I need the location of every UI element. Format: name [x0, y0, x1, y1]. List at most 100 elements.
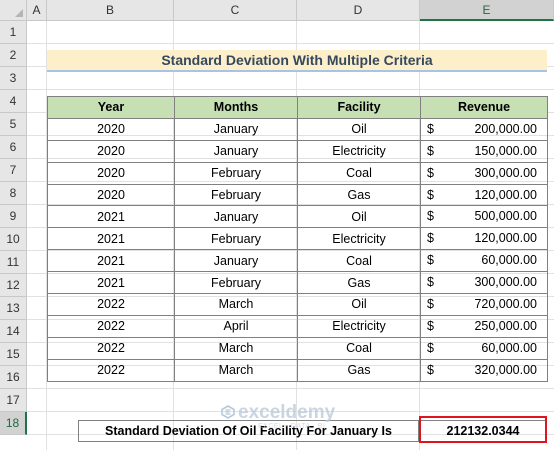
header-months[interactable]: Months	[174, 96, 298, 119]
sheet-title[interactable]: Standard Deviation With Multiple Criteri…	[47, 50, 547, 72]
row-header-17[interactable]: 17	[0, 389, 27, 412]
cell-month[interactable]: March	[174, 293, 298, 316]
row-header-3[interactable]: 3	[0, 67, 27, 90]
cell-month[interactable]: February	[174, 183, 298, 207]
row-header-5[interactable]: 5	[0, 113, 27, 136]
cell-facility[interactable]: Electricity	[297, 139, 421, 163]
column-header-b[interactable]: B	[47, 0, 174, 21]
cell-facility[interactable]: Gas	[297, 358, 421, 382]
table-row: 2021 January Oil $500,000.00	[47, 205, 548, 229]
table-row: 2022 March Coal $60,000.00	[47, 336, 548, 360]
row-header-18[interactable]: 18	[0, 412, 27, 435]
currency-symbol: $	[427, 209, 434, 224]
row-header-16[interactable]: 16	[0, 366, 27, 389]
cell-month[interactable]: January	[174, 139, 298, 163]
row-header-4[interactable]: 4	[0, 90, 27, 113]
cell-revenue[interactable]: $120,000.00	[420, 227, 548, 251]
gridline-row	[27, 43, 554, 44]
header-revenue[interactable]: Revenue	[420, 96, 548, 119]
cell-facility[interactable]: Coal	[297, 336, 421, 360]
gridline-column	[46, 21, 47, 450]
cell-year[interactable]: 2021	[47, 227, 175, 251]
header-facility[interactable]: Facility	[297, 96, 421, 119]
row-header-15[interactable]: 15	[0, 343, 27, 366]
cell-year[interactable]: 2022	[47, 293, 175, 316]
table-row: 2021 February Gas $300,000.00	[47, 271, 548, 295]
cell-month[interactable]: February	[174, 161, 298, 185]
cell-month[interactable]: April	[174, 314, 298, 338]
cell-month[interactable]: February	[174, 271, 298, 295]
cell-facility[interactable]: Gas	[297, 271, 421, 295]
cell-month[interactable]: January	[174, 249, 298, 273]
exceldemy-logo-icon	[221, 405, 235, 419]
currency-symbol: $	[427, 253, 434, 268]
cell-year[interactable]: 2021	[47, 271, 175, 295]
cell-facility[interactable]: Oil	[297, 205, 421, 229]
cell-facility[interactable]: Oil	[297, 117, 421, 141]
gridline-row	[27, 411, 554, 412]
cell-month[interactable]: March	[174, 358, 298, 382]
cell-year[interactable]: 2020	[47, 183, 175, 207]
cell-year[interactable]: 2021	[47, 249, 175, 273]
currency-symbol: $	[427, 187, 434, 202]
row-header-12[interactable]: 12	[0, 274, 27, 297]
cell-revenue[interactable]: $150,000.00	[420, 139, 548, 163]
header-year[interactable]: Year	[47, 96, 175, 119]
cell-revenue[interactable]: $250,000.00	[420, 314, 548, 338]
cell-revenue[interactable]: $300,000.00	[420, 161, 548, 185]
revenue-amount: 300,000.00	[474, 165, 537, 180]
column-header-a[interactable]: A	[27, 0, 47, 21]
row-header-1[interactable]: 1	[0, 21, 27, 44]
cell-year[interactable]: 2022	[47, 358, 175, 382]
cell-facility[interactable]: Gas	[297, 183, 421, 207]
cell-month[interactable]: January	[174, 117, 298, 141]
row-header-7[interactable]: 7	[0, 159, 27, 182]
column-header-d[interactable]: D	[297, 0, 420, 21]
cell-year[interactable]: 2020	[47, 139, 175, 163]
cell-year[interactable]: 2020	[47, 117, 175, 141]
table-row: 2020 February Gas $120,000.00	[47, 183, 548, 207]
cell-month[interactable]: January	[174, 205, 298, 229]
row-header-2[interactable]: 2	[0, 44, 27, 67]
currency-symbol: $	[427, 165, 434, 180]
currency-symbol: $	[427, 297, 434, 312]
row-header-11[interactable]: 11	[0, 251, 27, 274]
revenue-amount: 200,000.00	[474, 121, 537, 136]
result-label-cell[interactable]: Standard Deviation Of Oil Facility For J…	[78, 420, 419, 442]
revenue-wrapper: $300,000.00	[421, 163, 547, 184]
cell-revenue[interactable]: $200,000.00	[420, 117, 548, 141]
row-header-10[interactable]: 10	[0, 228, 27, 251]
row-header-8[interactable]: 8	[0, 182, 27, 205]
cell-revenue[interactable]: $60,000.00	[420, 249, 548, 273]
cell-facility[interactable]: Electricity	[297, 314, 421, 338]
table-row: 2020 January Oil $200,000.00	[47, 117, 548, 141]
row-header-14[interactable]: 14	[0, 320, 27, 343]
cell-month[interactable]: March	[174, 336, 298, 360]
cell-facility[interactable]: Oil	[297, 293, 421, 316]
cell-year[interactable]: 2022	[47, 336, 175, 360]
row-header-13[interactable]: 13	[0, 297, 27, 320]
cell-revenue[interactable]: $320,000.00	[420, 358, 548, 382]
cell-revenue[interactable]: $120,000.00	[420, 183, 548, 207]
revenue-amount: 320,000.00	[474, 362, 537, 377]
cell-revenue[interactable]: $720,000.00	[420, 293, 548, 316]
cell-revenue[interactable]: $60,000.00	[420, 336, 548, 360]
row-header-6[interactable]: 6	[0, 136, 27, 159]
cell-facility[interactable]: Electricity	[297, 227, 421, 251]
cell-year[interactable]: 2020	[47, 161, 175, 185]
currency-symbol: $	[427, 362, 434, 377]
cell-month[interactable]: February	[174, 227, 298, 251]
column-header-e[interactable]: E	[420, 0, 554, 21]
currency-symbol: $	[427, 275, 434, 290]
cell-year[interactable]: 2021	[47, 205, 175, 229]
currency-symbol: $	[427, 121, 434, 136]
cell-year[interactable]: 2022	[47, 314, 175, 338]
column-header-c[interactable]: C	[174, 0, 297, 21]
revenue-wrapper: $720,000.00	[421, 294, 547, 315]
cell-revenue[interactable]: $300,000.00	[420, 271, 548, 295]
cell-revenue[interactable]: $500,000.00	[420, 205, 548, 229]
cell-facility[interactable]: Coal	[297, 161, 421, 185]
select-all-corner[interactable]	[0, 0, 27, 21]
row-header-9[interactable]: 9	[0, 205, 27, 228]
cell-facility[interactable]: Coal	[297, 249, 421, 273]
